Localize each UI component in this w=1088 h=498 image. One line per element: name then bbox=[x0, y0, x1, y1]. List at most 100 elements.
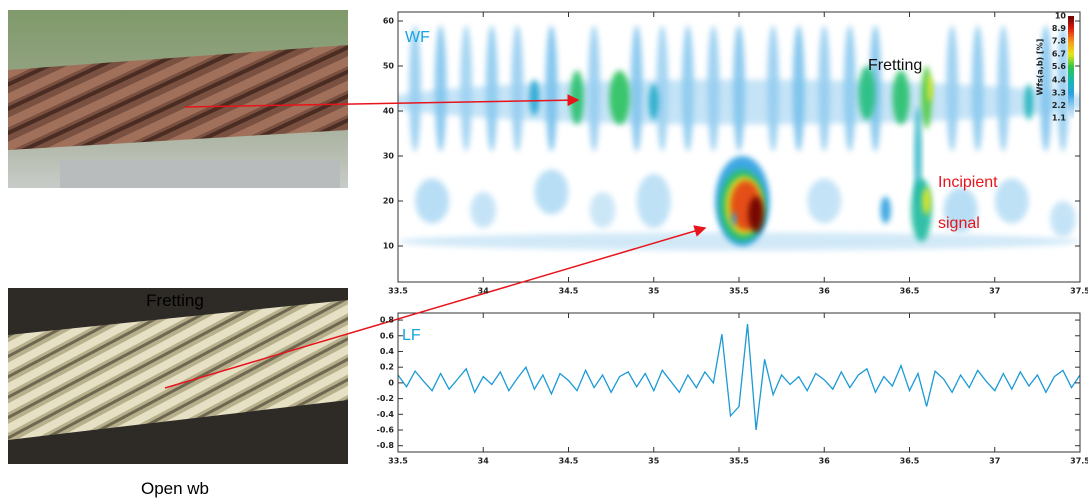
colorbar-segment bbox=[1068, 51, 1074, 55]
colorbar-segment bbox=[1068, 23, 1074, 27]
colorbar-segment bbox=[1068, 77, 1074, 81]
heat-blob bbox=[733, 25, 745, 152]
colorbar-segment bbox=[1068, 97, 1074, 101]
colorbar-segment bbox=[1068, 102, 1074, 106]
heat-blob bbox=[609, 70, 630, 125]
colorbar-segment bbox=[1068, 41, 1074, 45]
heat-blob bbox=[997, 25, 1010, 152]
heat-blob bbox=[545, 25, 558, 152]
colorbar-tick-label: 8.9 bbox=[1052, 24, 1067, 33]
heat-blob bbox=[927, 75, 933, 102]
colorbar-segment bbox=[1068, 110, 1074, 114]
heat-blob bbox=[943, 187, 978, 233]
heat-blob bbox=[707, 25, 720, 152]
x-tick-label: 35.5 bbox=[729, 457, 749, 466]
heat-blob bbox=[485, 25, 498, 152]
colorbar-segment bbox=[1068, 89, 1074, 93]
colorbar-segment bbox=[1068, 79, 1074, 83]
photo-open-wb bbox=[8, 288, 348, 464]
x-tick-label: 35 bbox=[648, 457, 660, 466]
x-tick-label: 34.5 bbox=[559, 287, 579, 296]
colorbar-segment bbox=[1068, 16, 1074, 20]
heat-blob bbox=[529, 79, 540, 116]
colorbar-segment bbox=[1068, 72, 1074, 76]
heat-blob bbox=[656, 25, 669, 152]
colorbar-segment bbox=[1068, 46, 1074, 50]
colorbar-segment bbox=[1068, 107, 1074, 111]
x-tick-label: 36.5 bbox=[900, 457, 920, 466]
signal-plot bbox=[398, 323, 1080, 431]
heat-blob bbox=[470, 192, 497, 228]
x-tick-label: 35 bbox=[648, 287, 660, 296]
x-tick-label: 36 bbox=[819, 287, 831, 296]
heat-blob bbox=[570, 70, 584, 125]
heat-blob bbox=[807, 178, 842, 224]
x-tick-label: 33.5 bbox=[388, 287, 408, 296]
heat-blob bbox=[892, 70, 910, 125]
colorbar-segment bbox=[1068, 67, 1074, 71]
panel-label: LF bbox=[402, 327, 421, 344]
panel-label: WF bbox=[405, 29, 430, 46]
colorbar-tick-label: 7.8 bbox=[1052, 37, 1067, 46]
heat-blob bbox=[415, 178, 450, 224]
caption: Fretting bbox=[146, 291, 204, 310]
y-tick-label: -0.6 bbox=[377, 426, 395, 435]
colorbar-segment bbox=[1068, 115, 1074, 119]
heat-blob bbox=[922, 187, 931, 215]
heat-blob bbox=[1056, 25, 1069, 152]
scalogram bbox=[398, 25, 1080, 251]
colorbar-segment bbox=[1068, 21, 1074, 25]
colorbar-tick-label: 4.4 bbox=[1052, 76, 1067, 85]
colorbar-segment bbox=[1068, 18, 1074, 22]
heat-blob bbox=[731, 212, 737, 226]
colorbar-segment bbox=[1068, 26, 1074, 30]
colorbar-tick-label: 10 bbox=[1055, 12, 1067, 21]
heat-blob bbox=[767, 25, 780, 152]
colorbar-segment bbox=[1068, 92, 1074, 96]
colorbar-segment bbox=[1068, 31, 1074, 35]
colorbar-segment bbox=[1068, 38, 1074, 42]
x-tick-label: 34 bbox=[478, 457, 490, 466]
colorbar-label: Wfs(a,b) [%] bbox=[1036, 39, 1045, 96]
x-tick-label: 33.5 bbox=[388, 457, 408, 466]
x-tick-label: 34 bbox=[478, 287, 490, 296]
heat-blob bbox=[946, 25, 959, 152]
colorbar-segment bbox=[1068, 36, 1074, 40]
colorbar-segment bbox=[1068, 69, 1074, 73]
heat-blob bbox=[409, 25, 422, 152]
heat-blob bbox=[994, 178, 1029, 224]
y-tick-label: 0.8 bbox=[380, 316, 395, 325]
y-tick-label: -0.4 bbox=[377, 410, 395, 419]
heat-blob bbox=[971, 25, 984, 152]
colorbar-segment bbox=[1068, 84, 1074, 88]
heat-blob bbox=[648, 84, 659, 120]
colorbar-segment bbox=[1068, 105, 1074, 109]
colorbar-tick-label: 2.2 bbox=[1052, 101, 1066, 110]
heat-blob bbox=[588, 25, 601, 152]
heat-blob bbox=[818, 25, 831, 152]
colorbar-segment bbox=[1068, 87, 1074, 91]
heat-blob bbox=[858, 66, 876, 120]
colorbar-tick-label: 5.6 bbox=[1052, 62, 1067, 71]
heat-blob bbox=[748, 196, 764, 233]
heat-blob bbox=[636, 174, 671, 228]
y-tick-label: 30 bbox=[383, 152, 395, 161]
x-tick-label: 37.5 bbox=[1070, 457, 1088, 466]
x-tick-label: 37.5 bbox=[1070, 287, 1088, 296]
caption: Open wb bbox=[141, 479, 209, 498]
colorbar-segment bbox=[1068, 49, 1074, 53]
arrow bbox=[184, 94, 580, 108]
y-tick-label: 0.2 bbox=[380, 363, 394, 372]
y-tick-label: 0.6 bbox=[380, 331, 395, 340]
heat-blob bbox=[630, 25, 643, 152]
heat-blob bbox=[434, 25, 447, 152]
x-tick-label: 37 bbox=[989, 457, 1000, 466]
colorbar-segment bbox=[1068, 33, 1074, 37]
x-tick-label: 36.5 bbox=[900, 287, 920, 296]
heat-blob bbox=[534, 169, 569, 215]
colorbar-segment bbox=[1068, 44, 1074, 48]
colorbar-segment bbox=[1068, 82, 1074, 86]
colorbar-segment bbox=[1068, 112, 1074, 116]
annotation: Fretting bbox=[868, 57, 922, 74]
